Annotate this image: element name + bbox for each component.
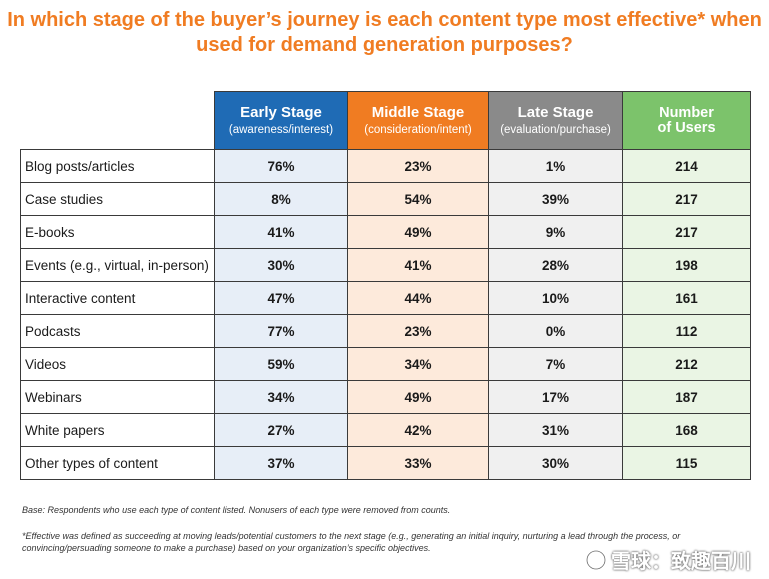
row-label: Videos: [20, 347, 215, 381]
watermark: 雪球：致趣百川: [585, 545, 751, 574]
row-label: Webinars: [20, 380, 215, 414]
snowball-logo-icon: [585, 549, 607, 570]
cell-middle: 34%: [347, 347, 489, 381]
base-footnote: Base: Respondents who use each type of c…: [22, 505, 451, 515]
cell-users: 115: [622, 446, 751, 480]
cell-middle: 49%: [347, 380, 489, 414]
cell-users: 112: [622, 314, 751, 348]
table-row: Other types of content 37% 33% 30% 115: [20, 446, 751, 480]
cell-users: 212: [622, 347, 751, 381]
row-label: Events (e.g., virtual, in-person): [20, 248, 215, 282]
cell-early: 30%: [214, 248, 348, 282]
cell-middle: 54%: [347, 182, 489, 216]
row-label: E-books: [20, 215, 215, 249]
row-label: Blog posts/articles: [20, 149, 215, 183]
header-row: Early Stage (awareness/interest) Middle …: [20, 91, 751, 150]
header-middle-stage: Middle Stage (consideration/intent): [347, 91, 489, 150]
table-row: Webinars 34% 49% 17% 187: [20, 380, 751, 414]
header-users-label: Number of Users: [657, 104, 716, 136]
table-row: White papers 27% 42% 31% 168: [20, 413, 751, 447]
cell-users: 214: [622, 149, 751, 183]
watermark-text: 雪球：致趣百川: [611, 551, 751, 573]
cell-users: 161: [622, 281, 751, 315]
row-label: Podcasts: [20, 314, 215, 348]
table-row: E-books 41% 49% 9% 217: [20, 215, 751, 249]
row-label: Other types of content: [20, 446, 215, 480]
table-row: Case studies 8% 54% 39% 217: [20, 182, 751, 216]
header-early-stage: Early Stage (awareness/interest): [214, 91, 348, 150]
table-row: Blog posts/articles 76% 23% 1% 214: [20, 149, 751, 183]
chart-title: In which stage of the buyer’s journey is…: [7, 9, 762, 56]
cell-late: 17%: [488, 380, 623, 414]
cell-early: 59%: [214, 347, 348, 381]
cell-early: 8%: [214, 182, 348, 216]
header-corner: [20, 91, 215, 150]
header-late-label: Late Stage: [517, 103, 594, 121]
cell-users: 187: [622, 380, 751, 414]
row-label: Interactive content: [20, 281, 215, 315]
cell-middle: 33%: [347, 446, 489, 480]
cell-early: 34%: [214, 380, 348, 414]
table-row: Videos 59% 34% 7% 212: [20, 347, 751, 381]
cell-middle: 23%: [347, 314, 489, 348]
cell-late: 0%: [488, 314, 623, 348]
cell-users: 217: [622, 182, 751, 216]
cell-early: 41%: [214, 215, 348, 249]
cell-users: 217: [622, 215, 751, 249]
cell-late: 7%: [488, 347, 623, 381]
cell-early: 37%: [214, 446, 348, 480]
cell-late: 1%: [488, 149, 623, 183]
header-number-of-users: Number of Users: [622, 91, 751, 150]
header-early-label: Early Stage: [240, 103, 322, 121]
header-late-sublabel: (evaluation/purchase): [500, 123, 611, 136]
cell-middle: 42%: [347, 413, 489, 447]
cell-late: 39%: [488, 182, 623, 216]
cell-early: 77%: [214, 314, 348, 348]
cell-early: 76%: [214, 149, 348, 183]
row-label: Case studies: [20, 182, 215, 216]
definition-footnote: *Effective was defined as succeeding at …: [22, 531, 681, 553]
content-stage-table: Early Stage (awareness/interest) Middle …: [20, 91, 751, 480]
cell-users: 168: [622, 413, 751, 447]
header-early-sublabel: (awareness/interest): [228, 123, 334, 136]
table-row: Interactive content 47% 44% 10% 161: [20, 281, 751, 315]
header-middle-label: Middle Stage: [371, 103, 465, 121]
cell-middle: 23%: [347, 149, 489, 183]
row-label: White papers: [20, 413, 215, 447]
cell-early: 27%: [214, 413, 348, 447]
cell-early: 47%: [214, 281, 348, 315]
table-body: Blog posts/articles 76% 23% 1% 214 Case studi…: [20, 149, 751, 480]
cell-late: 30%: [488, 446, 623, 480]
table-row: Events (e.g., virtual, in-person) 30% 41% 2…: [20, 248, 751, 282]
cell-middle: 49%: [347, 215, 489, 249]
cell-middle: 41%: [347, 248, 489, 282]
header-late-stage: Late Stage (evaluation/purchase): [488, 91, 623, 150]
cell-users: 198: [622, 248, 751, 282]
cell-late: 10%: [488, 281, 623, 315]
header-middle-sublabel: (consideration/intent): [364, 123, 472, 136]
table-row: Podcasts 77% 23% 0% 112: [20, 314, 751, 348]
cell-late: 31%: [488, 413, 623, 447]
cell-late: 9%: [488, 215, 623, 249]
cell-late: 28%: [488, 248, 623, 282]
cell-middle: 44%: [347, 281, 489, 315]
